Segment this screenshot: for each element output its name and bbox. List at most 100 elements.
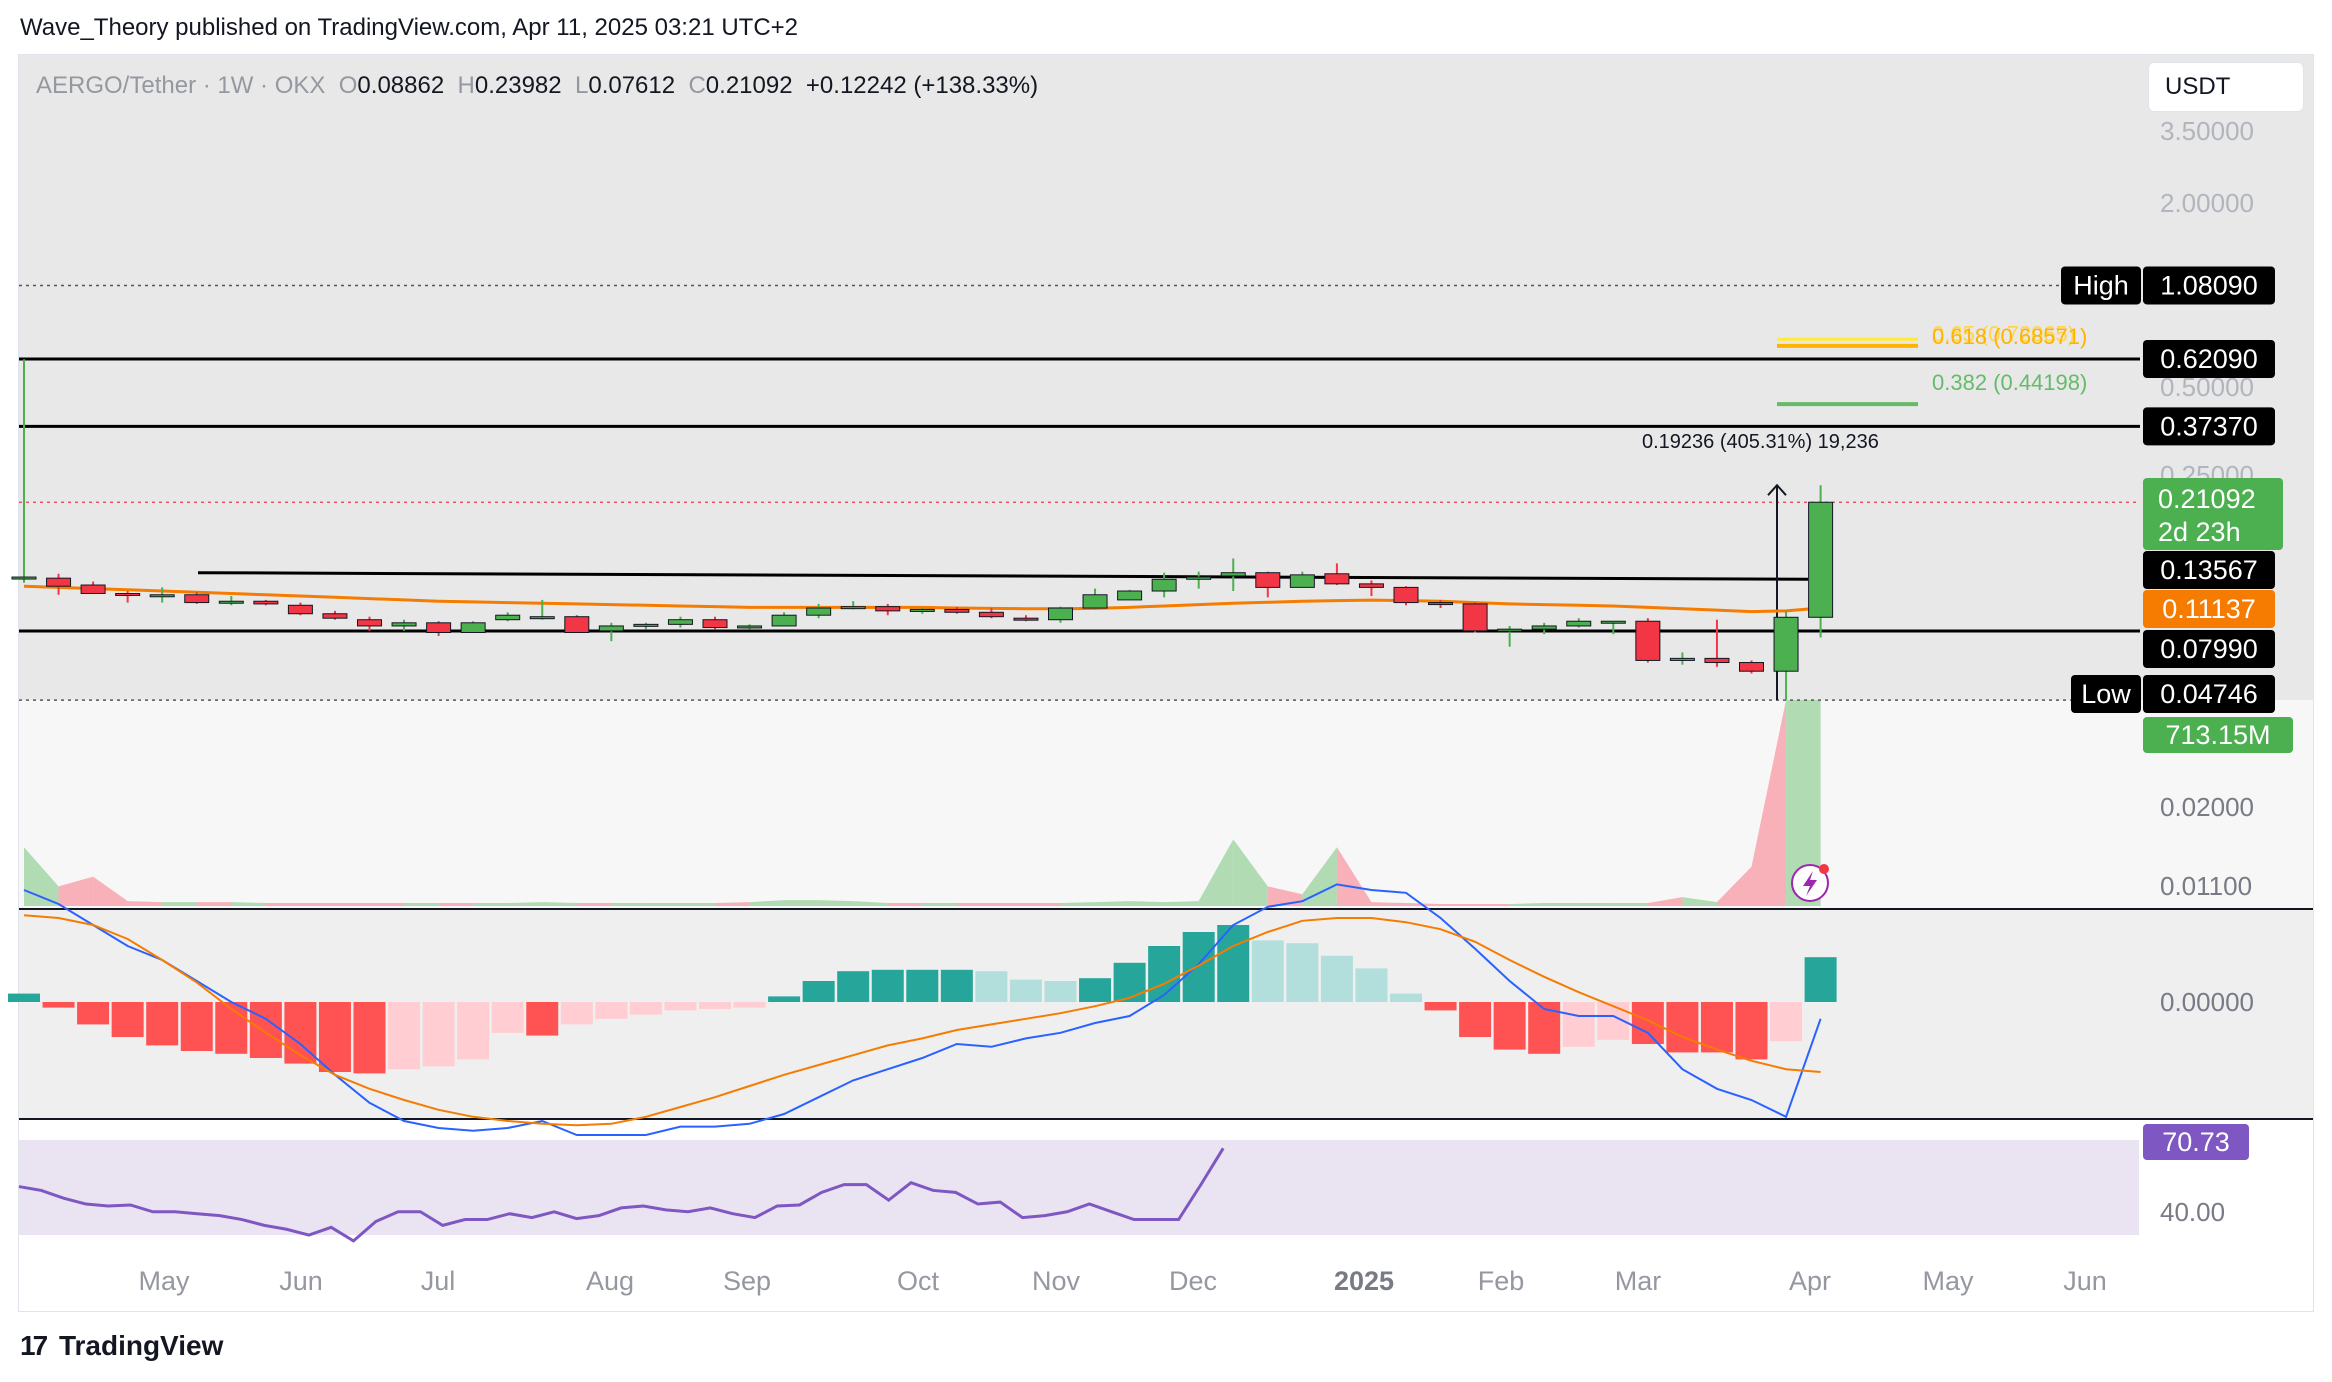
time-axis-label: Feb: [1478, 1266, 1525, 1296]
macd-histogram-bar: [837, 971, 870, 1002]
macd-histogram-bar: [1286, 943, 1319, 1002]
candle-body: [322, 613, 348, 619]
candle-body: [1186, 576, 1212, 580]
measure-arrow-icon: [1767, 483, 1787, 496]
macd-axis-tick: 0.00000: [2160, 987, 2254, 1017]
candle-body: [771, 614, 797, 627]
low-label-badge-bg: [2071, 675, 2141, 713]
volume-area: [1544, 903, 1579, 906]
macd-histogram-bar: [1666, 1002, 1699, 1053]
candle-body: [564, 616, 590, 634]
candle-body: [80, 584, 106, 595]
currency-button[interactable]: USDT: [2148, 62, 2304, 112]
macd-histogram-bar: [560, 1002, 593, 1025]
candle-body: [1082, 594, 1108, 609]
level-badge: 0.62090: [2160, 344, 2258, 374]
level-badge: 0.37370: [2160, 411, 2258, 441]
macd-histogram-bar: [871, 969, 904, 1002]
candle-body: [357, 619, 382, 627]
low-label-badge: Low: [2081, 679, 2131, 709]
candle-body: [184, 594, 210, 604]
symbol-legend[interactable]: AERGO/Tether · 1W · OKX O0.08862 H0.2398…: [36, 72, 1038, 100]
candle-body: [1566, 620, 1592, 627]
macd-histogram-bar: [215, 1002, 248, 1054]
macd-histogram-bar: [1459, 1002, 1492, 1037]
rsi-line: [18, 1147, 1225, 1243]
alert-dot-icon: [1819, 864, 1829, 874]
volume-area: [265, 903, 301, 906]
macd-histogram-bar: [733, 1002, 766, 1008]
candle-body: [737, 625, 763, 629]
level-badge-bg: [2143, 551, 2275, 589]
candle-body: [909, 608, 935, 612]
volume-area: [334, 903, 370, 906]
rsi-band: [19, 1140, 2139, 1235]
tradingview-brand[interactable]: 17 TradingView: [20, 1330, 223, 1362]
rsi-value-badge: 70.73: [2162, 1127, 2230, 1157]
time-axis-label: Jun: [279, 1266, 323, 1296]
candle-body: [1048, 607, 1073, 621]
open-label: O: [338, 72, 358, 99]
candle-body: [1808, 501, 1834, 618]
level-badge: 0.07990: [2160, 634, 2258, 664]
macd-histogram-bar: [940, 969, 973, 1002]
macd-histogram-bar: [1251, 940, 1284, 1002]
ema-value-badge-bg: [2143, 590, 2275, 628]
candle-body: [1773, 616, 1799, 672]
volume-area: [576, 903, 612, 906]
rsi-value-badge-bg: [2143, 1124, 2249, 1160]
volume-badge: 713.15M: [2165, 720, 2270, 750]
volume-area: [93, 876, 128, 906]
macd-histogram-bar: [388, 1002, 421, 1070]
close-value: 0.21092: [705, 72, 793, 99]
volume-area: [1060, 902, 1096, 906]
macd-histogram-bar: [526, 1002, 559, 1036]
volume-area: [542, 902, 577, 906]
macd-histogram-bar: [664, 1002, 697, 1011]
macd-histogram-bar: [42, 1002, 75, 1008]
trendline: [197, 571, 1809, 581]
volume-area: [956, 903, 992, 906]
last-price-badge: 0.21092: [2158, 484, 2256, 514]
volume-area: [749, 900, 785, 906]
macd-histogram-bar: [111, 1002, 144, 1037]
volume-area: [645, 903, 681, 906]
time-axis-label: May: [138, 1266, 190, 1296]
last-price-badge-bg: [2143, 478, 2283, 550]
price-axis-tick: 2.00000: [2160, 188, 2254, 218]
candle-body: [1531, 625, 1557, 630]
symbol-name[interactable]: AERGO/Tether · 1W · OKX: [36, 72, 326, 99]
volume-area: [24, 847, 59, 906]
candle-body: [218, 600, 244, 604]
candle-body: [1255, 572, 1281, 588]
level-badge-bg: [2143, 407, 2275, 446]
volume-area: [58, 876, 94, 906]
volume-area: [1302, 847, 1337, 906]
fib-065-label: 0.65 (0.72065): [1932, 322, 2075, 347]
volume-area: [231, 902, 266, 906]
macd-histogram-bar: [146, 1002, 179, 1046]
level-badge-bg: [2143, 340, 2275, 378]
macd-histogram-bar: [595, 1002, 628, 1019]
macd-histogram-bar: [975, 971, 1008, 1002]
time-axis-label: Dec: [1169, 1266, 1217, 1296]
macd-histogram-bar: [1009, 979, 1042, 1002]
candle-body: [495, 614, 521, 621]
volume-area: [162, 902, 197, 906]
volume-axis-tick: 0.02000: [2160, 792, 2254, 822]
macd-histogram-bar: [906, 969, 939, 1002]
candle-body: [667, 619, 693, 625]
macd-histogram-bar: [1562, 1002, 1595, 1047]
volume-area: [473, 903, 508, 906]
fib-0618-label: 0.618 (0.68571): [1932, 324, 2087, 349]
candle-body: [149, 594, 175, 598]
macd-histogram-bar: [1355, 968, 1388, 1002]
candle-body: [1324, 573, 1350, 585]
published-line: Wave_Theory published on TradingView.com…: [20, 14, 799, 41]
candle-body: [598, 625, 624, 632]
candle-body: [944, 608, 970, 613]
macd-histogram-bar: [699, 1002, 731, 1009]
volume-area: [404, 903, 439, 906]
candle-body: [633, 623, 659, 627]
